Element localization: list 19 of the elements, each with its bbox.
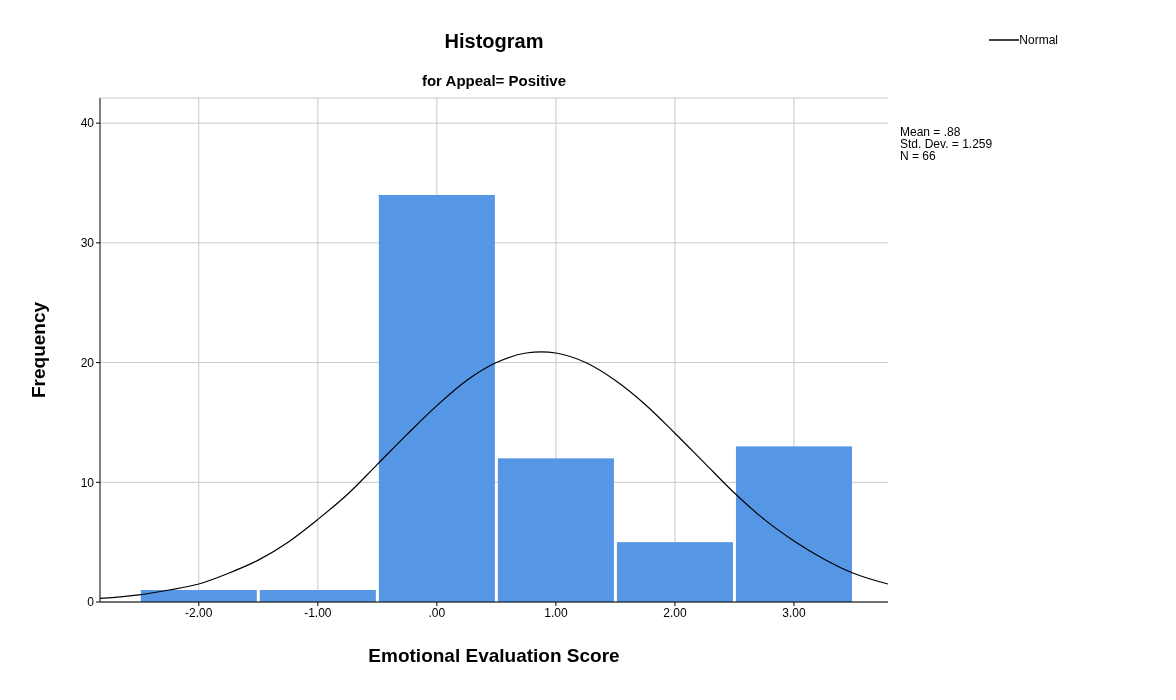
x-axis-title: Emotional Evaluation Score bbox=[368, 645, 620, 666]
y-axis-title: Frequency bbox=[27, 301, 49, 399]
text: N = 66 bbox=[900, 149, 937, 163]
chart-subtitle: for Appeal= Positive bbox=[420, 72, 568, 89]
x-tick-label: 2.00 bbox=[663, 605, 687, 620]
text: Std. Dev. = 1.259 bbox=[900, 137, 993, 151]
y-tick-label: 20 bbox=[80, 355, 95, 370]
x-tick-label: -2.00 bbox=[185, 605, 213, 620]
chart-title: Histogram bbox=[443, 30, 545, 53]
y-tick-label: 10 bbox=[80, 475, 95, 490]
y-tick-label: 30 bbox=[80, 236, 95, 251]
y-tick-label: 40 bbox=[80, 116, 95, 131]
x-tick-label: 1.00 bbox=[544, 605, 568, 620]
text: Mean = .88 bbox=[900, 125, 962, 139]
legend-label: Normal bbox=[1019, 33, 1058, 47]
y-tick-label: 0 bbox=[87, 595, 95, 610]
x-tick-label: -1.00 bbox=[304, 605, 332, 620]
x-tick-label: .00 bbox=[428, 605, 446, 620]
x-tick-label: 3.00 bbox=[782, 605, 806, 620]
